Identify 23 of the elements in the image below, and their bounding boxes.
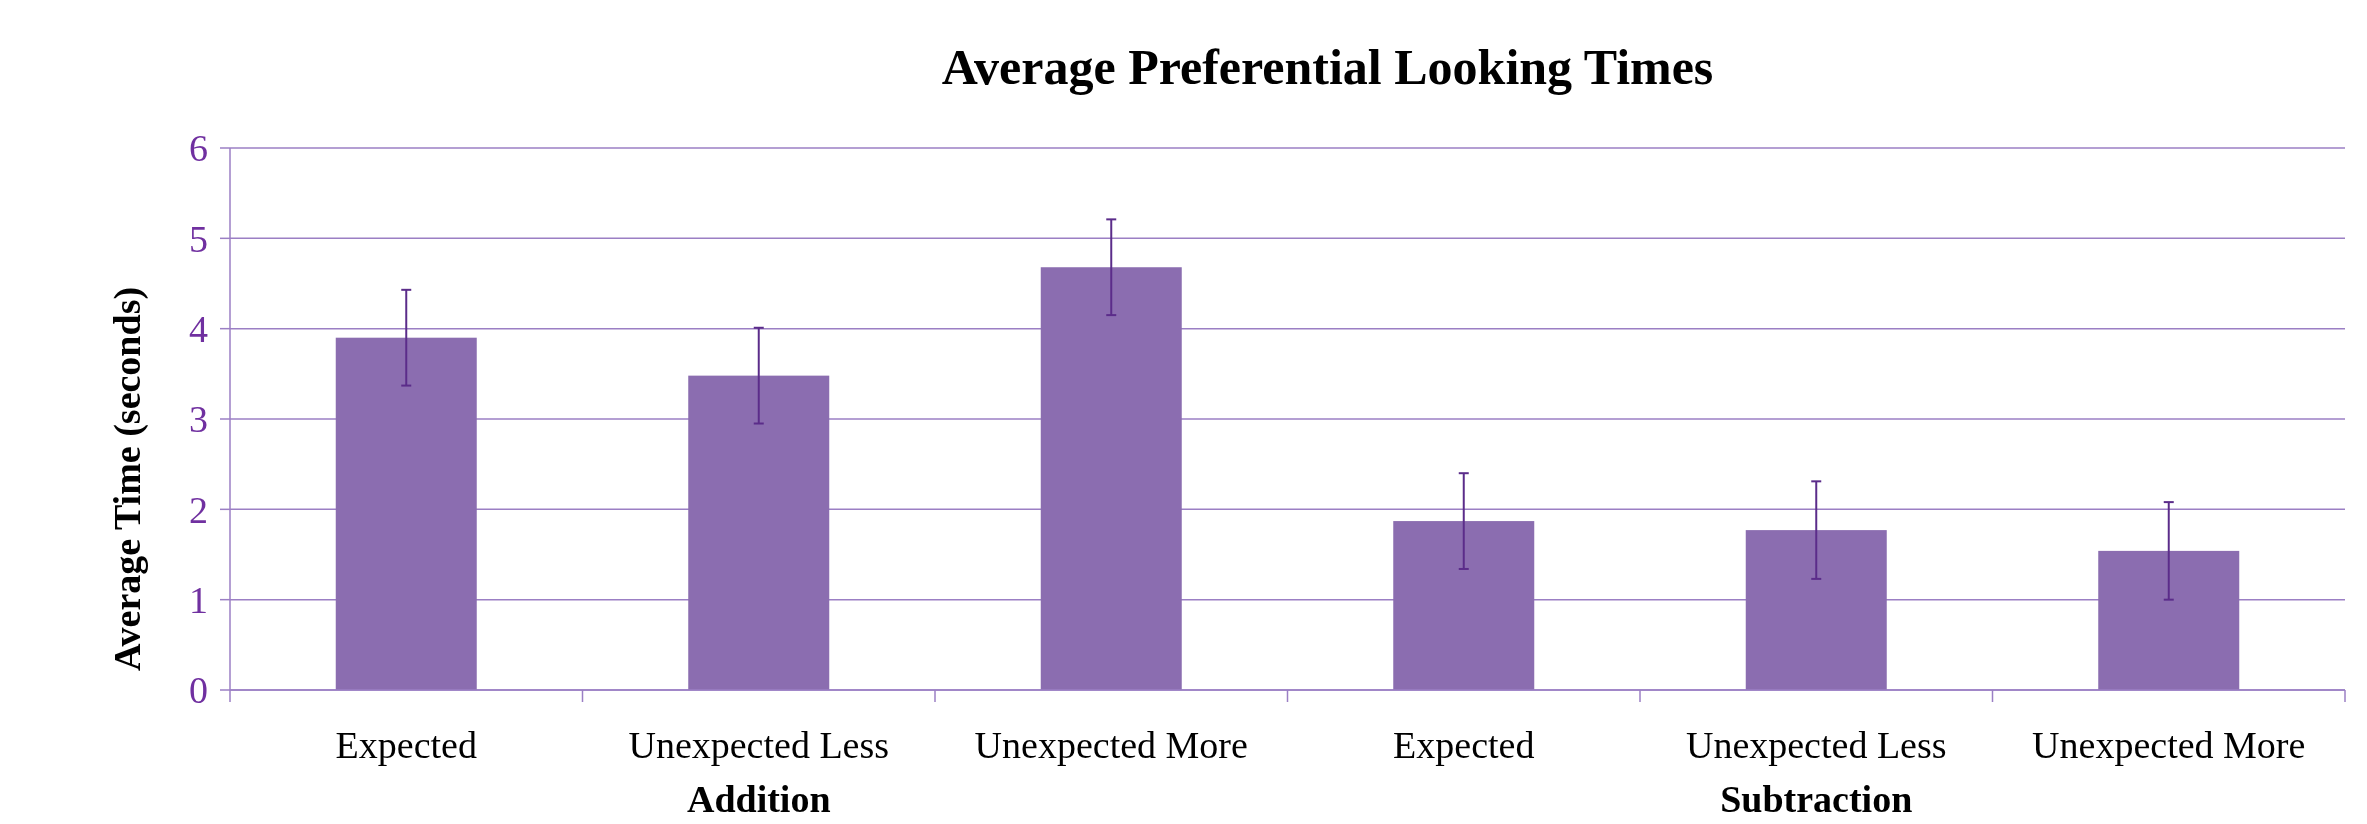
y-tick-label: 6 — [189, 127, 208, 170]
x-tick-label: Expected — [1393, 724, 1535, 766]
y-tick-label: 4 — [189, 307, 208, 350]
chart-title: Average Preferential Looking Times — [941, 39, 1714, 95]
bar — [1393, 521, 1535, 690]
x-tick-label: Unexpected Less — [1685, 724, 1947, 766]
y-tick-label: 5 — [189, 217, 208, 260]
text: Subtraction — [1720, 778, 1913, 820]
x-tick-label: Unexpected More — [2032, 724, 2306, 766]
bar — [1745, 530, 1887, 690]
y-tick-label: 1 — [189, 578, 208, 621]
y-tick-label: 3 — [189, 398, 208, 441]
y-tick-label: 2 — [189, 488, 208, 531]
bar — [2098, 550, 2240, 690]
bar — [335, 337, 477, 690]
x-tick-label: Unexpected Less — [628, 724, 890, 766]
y-tick-label: 0 — [189, 669, 208, 712]
text: Addition — [686, 778, 831, 820]
x-tick-label: Expected — [335, 724, 477, 766]
x-tick-label: Unexpected More — [974, 724, 1248, 766]
bar — [688, 375, 830, 690]
bar — [1040, 267, 1182, 690]
y-axis-title: Average Time (seconds) — [106, 286, 149, 672]
